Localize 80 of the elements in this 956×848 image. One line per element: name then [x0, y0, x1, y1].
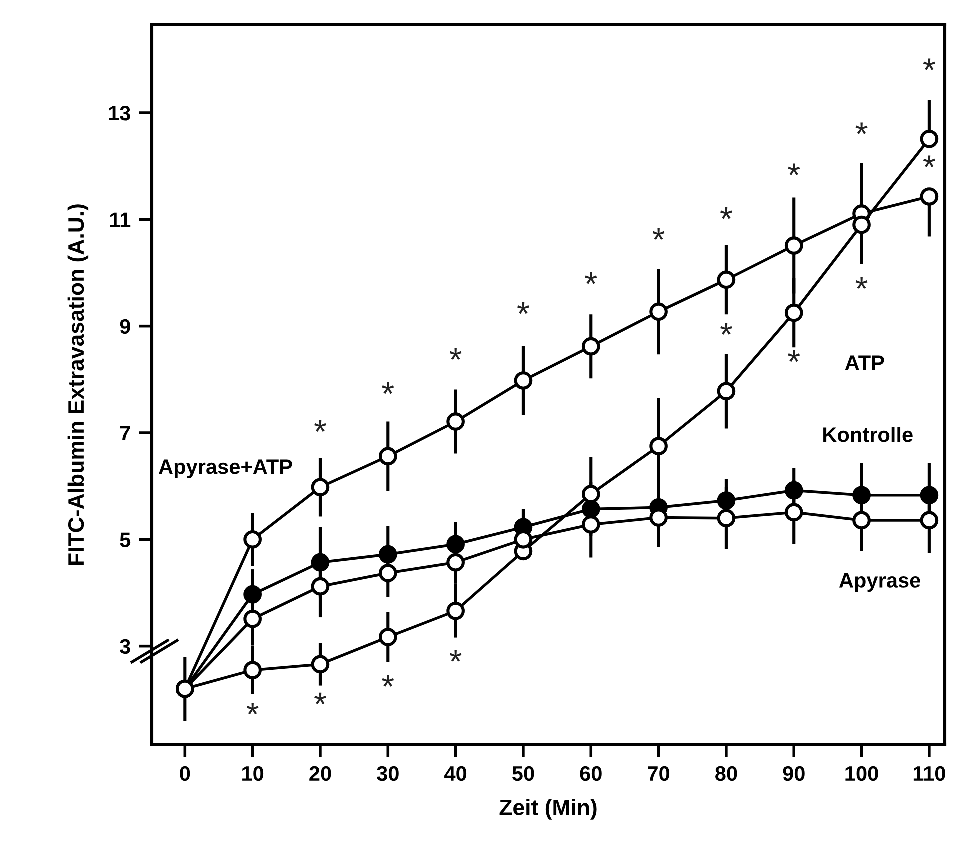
point — [446, 412, 465, 431]
x-tick-label: 80 — [716, 766, 738, 782]
annotation: * — [450, 650, 462, 662]
annotation: * — [856, 122, 868, 134]
text: Apyrase — [839, 573, 920, 592]
annotation: * — [585, 272, 598, 284]
text: Kontrolle — [824, 427, 913, 442]
point — [582, 485, 600, 504]
point — [920, 486, 939, 505]
point — [244, 585, 262, 604]
point — [852, 511, 871, 530]
point — [582, 337, 600, 356]
x-tick-label: 20 — [310, 766, 332, 782]
point — [784, 481, 804, 500]
point — [446, 602, 465, 620]
point — [378, 447, 398, 466]
point — [784, 503, 804, 522]
point — [650, 437, 668, 456]
x-tick-label: 60 — [580, 766, 602, 782]
y-tick-label: 11 — [110, 212, 131, 228]
point — [446, 553, 465, 572]
annotation: * — [450, 348, 462, 360]
annotation: * — [788, 350, 800, 362]
point — [852, 486, 871, 505]
annotation: * — [246, 702, 259, 715]
point — [920, 511, 939, 530]
y-tick-label: 3 — [120, 639, 130, 654]
y-tick-label: 13 — [109, 106, 130, 121]
x-tick-label: 50 — [512, 766, 534, 782]
point — [852, 216, 871, 234]
annotation: * — [923, 156, 936, 168]
point — [582, 500, 600, 518]
point — [244, 610, 262, 628]
text: ATP — [845, 356, 884, 370]
annotation: * — [314, 692, 326, 705]
annotation: * — [856, 277, 868, 290]
x-tick-label: 30 — [377, 766, 399, 782]
x-tick-label: 90 — [783, 766, 805, 782]
point — [244, 530, 262, 549]
annotation: * — [382, 382, 394, 394]
annotation: * — [788, 164, 800, 176]
point — [717, 382, 736, 401]
x-tick-label: 70 — [648, 766, 670, 782]
y-axis-title: FITC-Albumin Extravasation (A.U.) — [68, 204, 89, 565]
annotation: * — [518, 302, 530, 314]
annotation: * — [652, 228, 665, 240]
point — [582, 516, 600, 534]
point — [920, 130, 939, 148]
point — [717, 509, 736, 528]
point — [378, 628, 398, 646]
y-tick-label: 9 — [120, 319, 130, 334]
point — [650, 302, 668, 322]
point — [920, 188, 939, 206]
point — [244, 661, 262, 680]
x-axis-title: Zeit (Min) — [500, 799, 597, 820]
x-tick-label: 100 — [846, 766, 878, 782]
annotation: * — [382, 675, 394, 687]
annotation: * — [720, 323, 732, 335]
point — [784, 304, 804, 322]
y-tick-label: 5 — [120, 532, 131, 548]
y-tick-label: 7 — [120, 426, 130, 441]
point — [378, 564, 398, 582]
x-tick-label: 10 — [242, 766, 264, 782]
x-tick-label: 110 — [914, 766, 946, 782]
point — [378, 545, 398, 564]
point — [514, 372, 533, 390]
x-tick-label: 0 — [180, 766, 190, 782]
point — [717, 492, 736, 510]
point — [311, 478, 330, 497]
point — [311, 577, 330, 596]
point — [446, 535, 465, 554]
x-tick-label: 40 — [444, 766, 467, 782]
annotation: * — [720, 207, 732, 220]
point — [784, 236, 804, 255]
point — [717, 270, 736, 290]
point — [311, 655, 330, 674]
point — [311, 553, 330, 572]
annotation: * — [314, 420, 326, 432]
annotation: * — [923, 58, 936, 70]
series-label: Apyrase+ATP — [159, 460, 292, 478]
